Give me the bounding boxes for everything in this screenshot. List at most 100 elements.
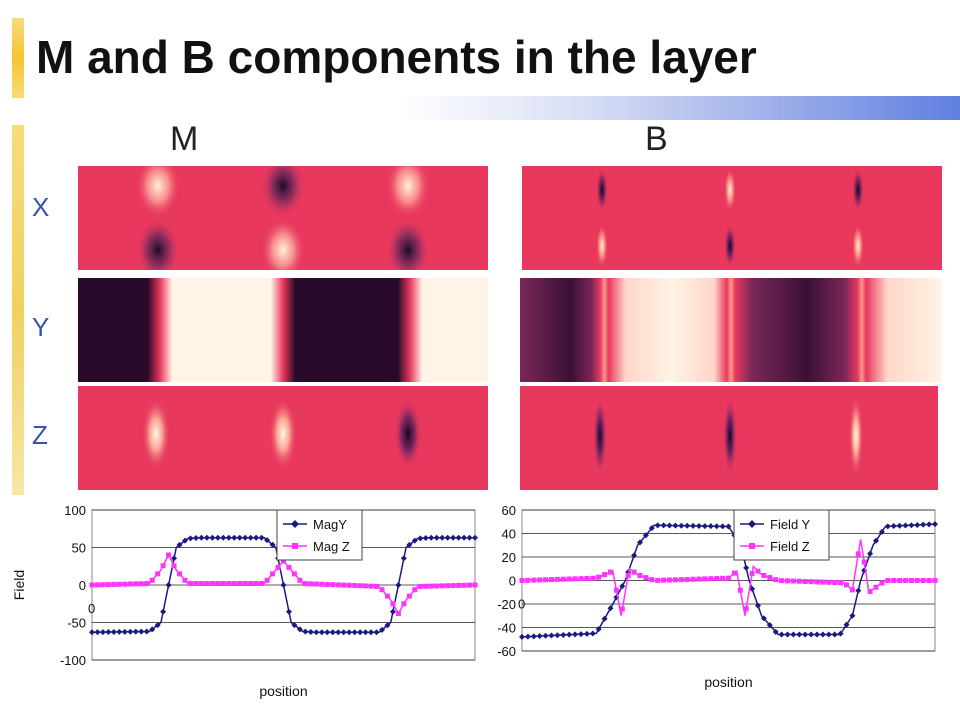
data-point: [920, 578, 926, 583]
heatmap-b-z: [520, 386, 938, 490]
data-point: [89, 629, 95, 636]
data-point: [785, 578, 790, 584]
data-point: [171, 563, 177, 569]
data-point: [384, 622, 391, 629]
data-point: [466, 534, 473, 541]
data-point: [654, 522, 661, 529]
legend-marker: [291, 520, 299, 528]
data-point: [602, 572, 608, 578]
data-point: [286, 564, 292, 570]
data-point: [696, 576, 702, 582]
data-point: [302, 581, 308, 587]
data-point: [160, 563, 166, 569]
data-point: [352, 583, 358, 589]
data-point: [837, 630, 844, 637]
data-point: [778, 631, 785, 638]
data-point: [374, 583, 380, 589]
data-point: [595, 626, 602, 633]
data-point: [932, 521, 938, 528]
data-point: [177, 571, 183, 577]
data-point: [826, 579, 832, 585]
data-point: [637, 539, 643, 546]
data-point: [743, 564, 750, 571]
data-point: [873, 537, 879, 544]
data-point: [198, 534, 205, 541]
data-point: [631, 552, 638, 559]
data-point: [144, 581, 150, 587]
data-point: [542, 632, 549, 639]
column-header-b: B: [645, 120, 668, 158]
data-point: [406, 593, 412, 599]
data-point: [536, 633, 543, 640]
data-point: [714, 576, 720, 582]
data-point: [879, 580, 885, 586]
legend: [733, 509, 830, 561]
data-point: [362, 629, 369, 636]
data-point: [684, 576, 690, 582]
legend-marker: [749, 543, 755, 549]
data-point: [313, 629, 320, 636]
data-point: [849, 612, 856, 619]
x-axis-label: position: [259, 683, 307, 699]
data-point: [406, 541, 413, 548]
data-point: [548, 632, 555, 639]
data-point: [258, 534, 265, 541]
data-point: [814, 579, 820, 585]
data-point: [444, 534, 451, 541]
data-point: [357, 583, 363, 589]
data-point: [761, 572, 767, 578]
data-point: [731, 570, 737, 576]
data-point: [908, 522, 915, 529]
data-point: [138, 628, 145, 635]
title-underline: [24, 96, 960, 120]
column-header-m: M: [170, 120, 199, 158]
data-point: [94, 629, 101, 636]
y-tick-label: 20: [502, 550, 516, 565]
data-point: [275, 564, 281, 570]
data-point: [707, 523, 714, 530]
data-point: [820, 579, 826, 585]
data-point: [796, 578, 802, 584]
data-point: [461, 534, 468, 541]
data-point: [867, 588, 873, 594]
data-point: [637, 572, 643, 578]
row-label-z: Z: [32, 420, 48, 450]
data-point: [643, 575, 649, 581]
data-point: [308, 581, 314, 587]
data-point: [297, 577, 303, 583]
data-point: [566, 631, 573, 638]
data-point: [291, 571, 297, 577]
data-point: [368, 629, 375, 636]
data-point: [324, 581, 330, 587]
data-point: [143, 628, 150, 635]
heatmap-m-z: [78, 386, 488, 490]
data-point: [165, 582, 172, 588]
data-point: [690, 522, 697, 529]
data-point: [226, 581, 232, 586]
data-point: [203, 534, 210, 541]
data-point: [631, 569, 637, 575]
data-point: [373, 629, 380, 636]
data-point: [329, 629, 336, 636]
data-point: [237, 581, 243, 586]
data-point: [176, 541, 183, 548]
data-point: [455, 534, 462, 541]
data-point: [215, 581, 221, 586]
data-point: [713, 523, 720, 530]
data-point: [890, 523, 897, 530]
data-point: [596, 574, 602, 580]
data-point: [467, 582, 473, 588]
data-point: [433, 534, 440, 541]
data-point: [554, 632, 561, 639]
data-point: [625, 572, 631, 578]
data-point: [530, 633, 537, 640]
data-point: [105, 629, 112, 636]
data-point: [790, 578, 796, 584]
data-point: [926, 578, 932, 583]
data-point: [672, 522, 679, 529]
data-point: [346, 582, 352, 588]
y-axis-label: Field: [11, 570, 27, 600]
slide-title: M and B components in the layer: [36, 31, 757, 83]
data-point: [456, 582, 462, 588]
